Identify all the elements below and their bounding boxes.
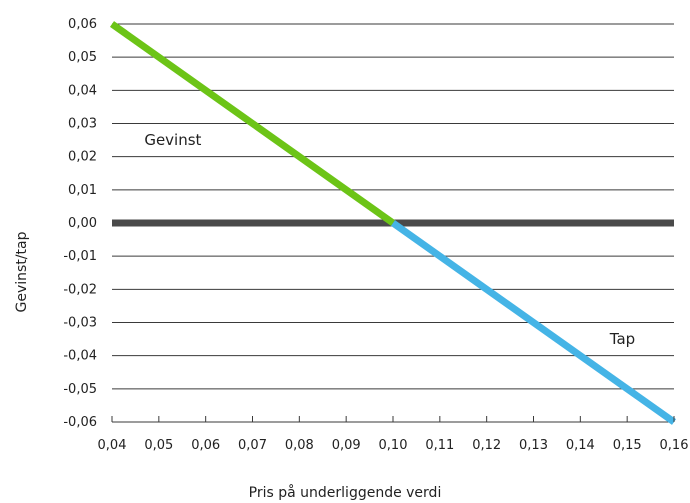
y-tick-labels: 0,06 0,05 0,04 0,03 0,02 0,01 0,00 -0,01 -0,02 -0… (63, 17, 97, 430)
x-tick-label: 0,16 (660, 438, 689, 453)
x-tick-labels: 0,04 0,05 0,06 0,07 0,08 0,09 0,10 0,11 0,12 0,13… (98, 416, 689, 453)
x-tick-label: 0,08 (285, 438, 314, 453)
annotation-label: Tap (609, 330, 635, 348)
annotation-label: Gevinst (144, 131, 201, 149)
x-tick-label: 0,14 (566, 438, 595, 453)
x-tick-label: 0,12 (472, 438, 501, 453)
x-tick-label: 0,09 (332, 438, 361, 453)
y-tick-label: 0,03 (68, 117, 97, 132)
annotations: Gevinst Tap (144, 131, 635, 348)
y-axis-title: Gevinst/tap (14, 231, 30, 312)
y-tick-label: -0,05 (63, 382, 97, 397)
y-tick-label: 0,05 (68, 50, 97, 65)
x-tick-label: 0,05 (144, 438, 173, 453)
x-tick-label: 0,07 (238, 438, 267, 453)
y-tick-label: 0,01 (68, 183, 97, 198)
x-tick-label: 0,04 (98, 438, 127, 453)
series-lines (109, 21, 677, 425)
y-tick-label: 0,00 (68, 216, 97, 231)
x-tick-label: 0,11 (425, 438, 454, 453)
y-tick-label: 0,02 (68, 150, 97, 165)
y-tick-label: -0,01 (63, 249, 97, 264)
x-tick-label: 0,10 (379, 438, 408, 453)
loss-line (390, 220, 677, 425)
y-tick-label: -0,06 (63, 415, 97, 430)
x-tick-label: 0,15 (613, 438, 642, 453)
gain-line (109, 21, 396, 226)
y-tick-label: -0,02 (63, 282, 97, 297)
x-axis-title: Pris på underliggende verdi (249, 484, 442, 501)
y-tick-label: 0,04 (68, 83, 97, 98)
x-tick-label: 0,06 (191, 438, 220, 453)
x-tick-label: 0,13 (519, 438, 548, 453)
y-tick-label: -0,04 (63, 349, 97, 364)
y-tick-label: 0,06 (68, 17, 97, 32)
y-tick-label: -0,03 (63, 316, 97, 331)
